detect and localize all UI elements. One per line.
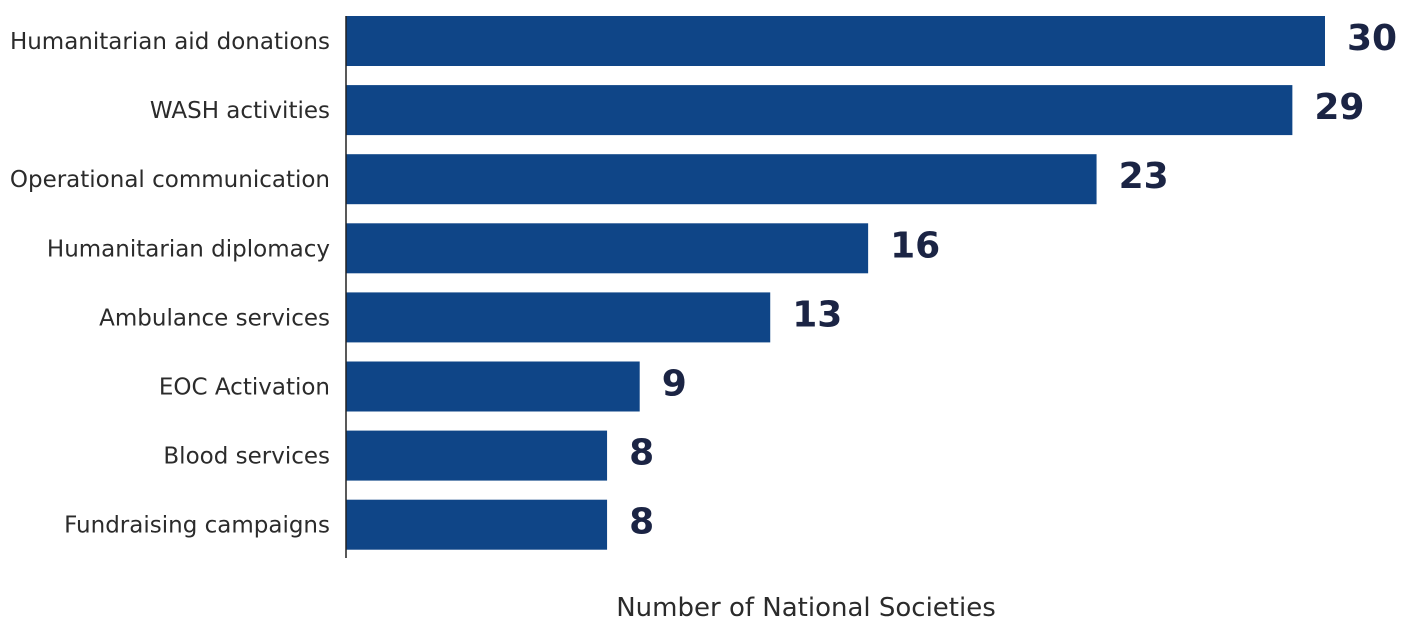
category-label-2: Operational communication [10,167,330,193]
value-label-2: 23 [1119,156,1169,197]
bar-1 [346,85,1293,136]
category-label-0: Humanitarian aid donations [10,29,330,55]
category-label-4: Ambulance services [99,305,330,331]
value-label-5: 9 [662,364,687,405]
category-label-7: Fundraising campaigns [64,513,330,539]
category-label-3: Humanitarian diplomacy [47,236,330,262]
x-axis-title: Number of National Societies [616,593,996,619]
bars-layer [346,16,1325,550]
value-label-7: 8 [629,502,654,543]
value-label-0: 30 [1347,18,1397,59]
category-labels: Humanitarian aid donations WASH activitie… [10,29,330,539]
bar-0 [346,16,1325,66]
bar-6 [346,430,608,481]
value-label-6: 8 [629,433,654,474]
category-label-5: EOC Activation [159,375,330,401]
bar-4 [346,292,771,343]
bar-5 [346,361,640,412]
value-label-1: 29 [1314,87,1364,128]
bar-2 [346,154,1097,205]
value-label-3: 16 [890,225,940,266]
value-label-4: 13 [792,294,842,335]
category-label-1: WASH activities [150,98,330,124]
bar-7 [346,499,608,550]
category-label-6: Blood services [163,444,330,470]
bar-3 [346,223,869,274]
